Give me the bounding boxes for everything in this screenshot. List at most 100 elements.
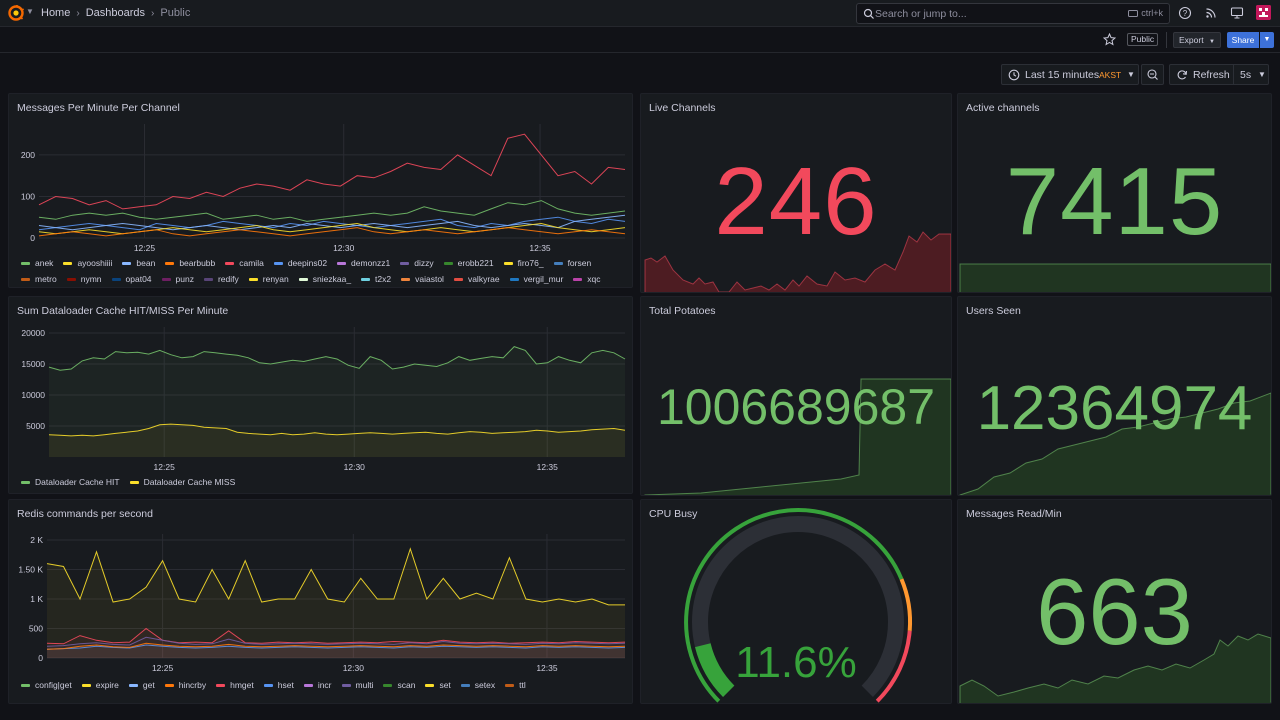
legend-swatch bbox=[203, 277, 213, 281]
breadcrumb-dashboards[interactable]: Dashboards bbox=[85, 7, 146, 19]
panel-title: Total Potatoes bbox=[649, 305, 716, 317]
legend-item[interactable]: dizzy bbox=[400, 258, 434, 268]
legend-item[interactable]: erobb221 bbox=[443, 258, 494, 268]
legend-label: bean bbox=[136, 258, 156, 268]
public-badge: Public bbox=[1127, 33, 1159, 46]
panel-cpu-busy[interactable]: CPU Busy 11.6% bbox=[640, 499, 952, 704]
panel-total-potatoes[interactable]: Total Potatoes 1006689687 bbox=[640, 296, 952, 496]
legend-item[interactable]: sniezkaa_ bbox=[298, 274, 351, 284]
legend-item[interactable]: config|get bbox=[21, 680, 72, 690]
news-feed-icon[interactable] bbox=[1204, 6, 1218, 20]
legend-item[interactable]: hmget bbox=[216, 680, 254, 690]
panel-title: Messages Read/Min bbox=[966, 508, 1062, 520]
user-avatar[interactable] bbox=[1256, 5, 1271, 20]
series-area bbox=[49, 346, 625, 457]
zoom-out-button[interactable] bbox=[1141, 64, 1164, 85]
legend-item[interactable]: Dataloader Cache HIT bbox=[21, 477, 120, 487]
panel-title: Sum Dataloader Cache HIT/MISS Per Minute bbox=[17, 305, 229, 317]
legend-item[interactable]: firo76_ bbox=[503, 258, 544, 268]
panel-dataloader-cache[interactable]: Sum Dataloader Cache HIT/MISS Per Minute… bbox=[8, 296, 633, 494]
series-line bbox=[48, 346, 626, 371]
legend-label: expire bbox=[95, 680, 119, 690]
series-line bbox=[46, 642, 626, 650]
legend-item[interactable]: bean bbox=[122, 258, 155, 268]
legend-label: erobb221 bbox=[457, 258, 494, 268]
messages-read-sparkline bbox=[959, 633, 1271, 703]
legend-item[interactable]: get bbox=[128, 680, 155, 690]
legend-label: metro bbox=[35, 274, 57, 284]
y-tick-label: 1 K bbox=[30, 594, 43, 604]
legend-item[interactable]: setex bbox=[460, 680, 495, 690]
legend-item[interactable]: demonzz1 bbox=[337, 258, 390, 268]
legend-item[interactable]: vergil_mur bbox=[509, 274, 563, 284]
legend-item[interactable]: deepins02 bbox=[273, 258, 327, 268]
legend-item[interactable]: forsen bbox=[553, 258, 591, 268]
panel-messages-read[interactable]: Messages Read/Min 663 bbox=[957, 499, 1272, 704]
panel-redis-commands[interactable]: Redis commands per second 0 500 1 K 1.50 K 2… bbox=[8, 499, 633, 704]
panel-users-seen[interactable]: Users Seen 12364974 bbox=[957, 296, 1272, 496]
legend-item[interactable]: bearbubb bbox=[165, 258, 215, 268]
legend-item[interactable]: incr bbox=[303, 680, 332, 690]
legend-item[interactable]: metro bbox=[21, 274, 57, 284]
breadcrumb-current: Public bbox=[160, 7, 191, 19]
legend-item[interactable]: set bbox=[425, 680, 451, 690]
legend-item[interactable]: ayooshiiii bbox=[63, 258, 112, 268]
legend-label: hmget bbox=[230, 680, 254, 690]
legend-item[interactable]: punz bbox=[161, 274, 194, 284]
legend-item[interactable]: t2x2 bbox=[361, 274, 391, 284]
svg-text:?: ? bbox=[1183, 9, 1188, 18]
refresh-interval-picker[interactable]: 5s bbox=[1240, 69, 1252, 81]
legend-swatch bbox=[164, 683, 174, 687]
y-tick-label: 5000 bbox=[26, 421, 45, 431]
breadcrumb-home[interactable]: Home bbox=[41, 7, 71, 19]
help-icon[interactable]: ? bbox=[1178, 6, 1192, 20]
legend-swatch bbox=[383, 683, 393, 687]
legend-swatch bbox=[111, 277, 121, 281]
panel-title: Live Channels bbox=[649, 102, 716, 114]
panel-messages-per-minute[interactable]: Messages Per Minute Per Channel 0 100 200 1… bbox=[8, 93, 633, 288]
legend-swatch bbox=[509, 277, 519, 281]
search-icon bbox=[863, 8, 874, 19]
kiosk-mode-icon[interactable] bbox=[1230, 6, 1244, 20]
legend-item[interactable]: anek bbox=[21, 258, 53, 268]
legend-item[interactable]: scan bbox=[383, 680, 415, 690]
legend-item[interactable]: hset bbox=[263, 680, 294, 690]
legend-item[interactable]: opat04 bbox=[111, 274, 152, 284]
mega-menu-chevron-icon[interactable]: ▼ bbox=[26, 7, 34, 16]
refresh-button[interactable]: Refresh 5s ▼ bbox=[1169, 64, 1269, 85]
x-tick-label: 12:35 bbox=[536, 663, 558, 673]
legend-item[interactable]: camila bbox=[225, 258, 264, 268]
share-options-chevron-icon[interactable]: ▼ bbox=[1260, 32, 1274, 48]
legend-item[interactable]: Dataloader Cache MISS bbox=[129, 477, 235, 487]
timezone-label: AKST bbox=[1099, 70, 1122, 80]
legend-item[interactable]: xqc bbox=[573, 274, 601, 284]
series-line bbox=[46, 636, 626, 647]
panel-title: CPU Busy bbox=[649, 508, 698, 520]
legend-label: demonzz1 bbox=[351, 258, 391, 268]
legend-item[interactable]: vaiastol bbox=[401, 274, 444, 284]
legend-item[interactable]: expire bbox=[81, 680, 119, 690]
legend-swatch bbox=[161, 277, 171, 281]
legend-item[interactable]: redify bbox=[203, 274, 239, 284]
legend-item[interactable]: hincrby bbox=[164, 680, 206, 690]
legend-item[interactable]: renyan bbox=[248, 274, 289, 284]
grafana-logo-icon[interactable] bbox=[8, 5, 24, 21]
chevron-down-icon: ▼ bbox=[1258, 70, 1266, 79]
share-button[interactable]: Share bbox=[1227, 32, 1259, 48]
legend-label: punz bbox=[175, 274, 194, 284]
panel-active-channels[interactable]: Active channels 7415 bbox=[957, 93, 1272, 293]
legend-item[interactable]: multi bbox=[341, 680, 373, 690]
clock-icon bbox=[1008, 69, 1020, 81]
legend-label: redify bbox=[217, 274, 239, 284]
export-button[interactable]: Export ▼ bbox=[1173, 32, 1221, 48]
legend-swatch bbox=[81, 683, 91, 687]
legend-item[interactable]: valkyrae bbox=[453, 274, 500, 284]
panel-live-channels[interactable]: Live Channels 246 bbox=[640, 93, 952, 293]
legend-item[interactable]: ttl bbox=[505, 680, 526, 690]
search-shortcut: ctrl+k bbox=[1128, 8, 1163, 18]
legend-item[interactable]: nymn bbox=[66, 274, 102, 284]
time-range-picker[interactable]: Last 15 minutes AKST ▼ bbox=[1001, 64, 1139, 85]
series-line bbox=[48, 423, 626, 437]
search-input[interactable]: Search or jump to... ctrl+k bbox=[856, 3, 1170, 24]
star-icon[interactable] bbox=[1103, 33, 1116, 46]
